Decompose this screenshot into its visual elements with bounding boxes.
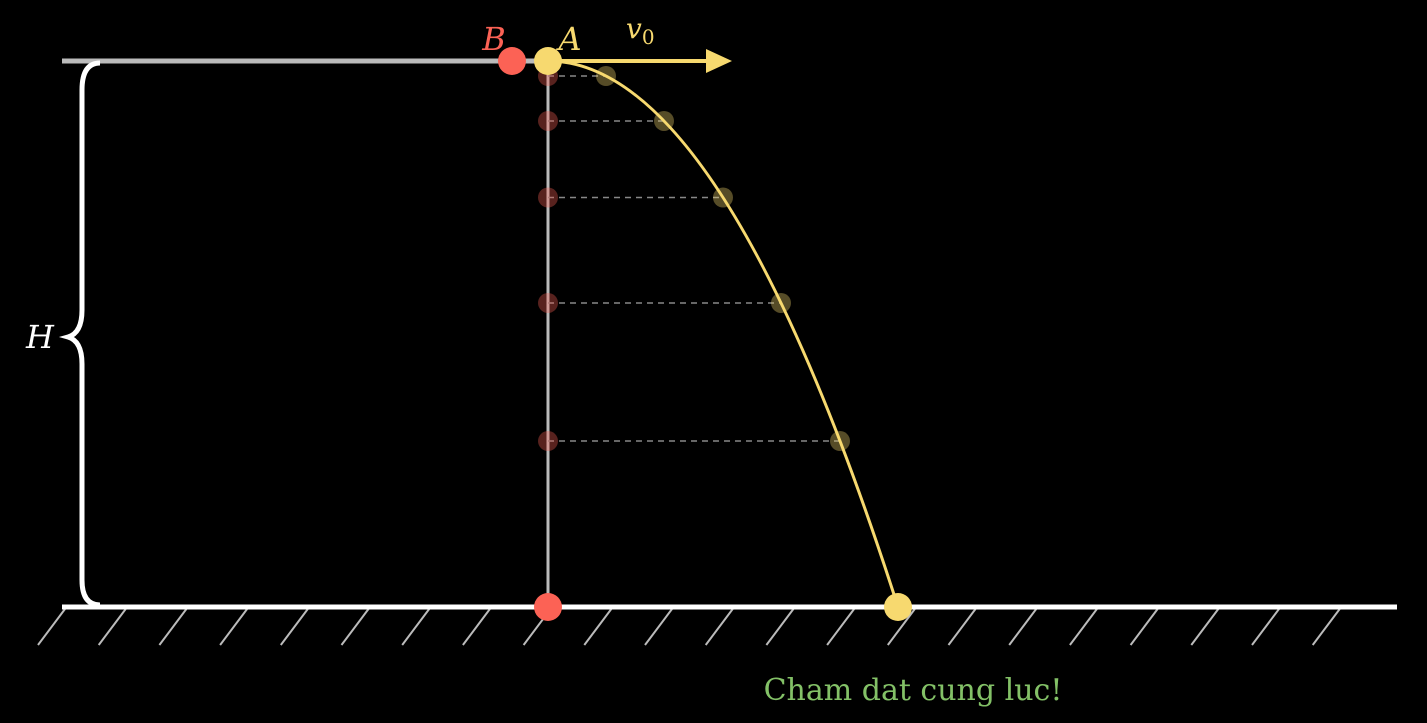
hatch	[1190, 608, 1220, 646]
v-base: v	[626, 12, 642, 45]
ghost-b	[538, 292, 558, 313]
hatch	[1311, 608, 1341, 646]
label-v0: v0	[626, 12, 655, 49]
hatch	[401, 608, 431, 646]
hatch	[219, 608, 248, 646]
hatch	[1129, 608, 1159, 646]
hatch	[583, 608, 613, 646]
hatch	[1251, 608, 1280, 646]
hatch	[826, 608, 855, 646]
ball-b-landed	[534, 593, 562, 621]
hatch	[279, 608, 309, 646]
ghost-b	[538, 187, 558, 208]
height-label: H	[25, 318, 55, 356]
hatch	[340, 608, 370, 646]
height-brace	[58, 60, 101, 608]
hatch	[97, 608, 127, 646]
label-b: B	[481, 20, 506, 58]
hatch	[765, 608, 795, 646]
ball-b	[498, 47, 526, 75]
trajectory	[547, 59, 900, 608]
ball-a	[534, 47, 562, 75]
ball-a-landed	[884, 593, 912, 621]
velocity-arrow-head	[706, 49, 732, 73]
ghost-b	[538, 110, 558, 131]
hatch	[158, 608, 188, 646]
caption: Cham dat cung luc!	[764, 673, 1063, 708]
hatch	[1008, 608, 1037, 646]
v-sub: 0	[642, 25, 655, 49]
hatch	[462, 608, 491, 646]
label-a: A	[555, 20, 581, 58]
hatch	[644, 608, 673, 646]
hatch	[704, 608, 734, 646]
hatch	[947, 608, 977, 646]
hatch	[886, 608, 916, 646]
hatch	[37, 608, 66, 646]
hatch	[1069, 608, 1098, 646]
ghost-b	[538, 431, 558, 452]
